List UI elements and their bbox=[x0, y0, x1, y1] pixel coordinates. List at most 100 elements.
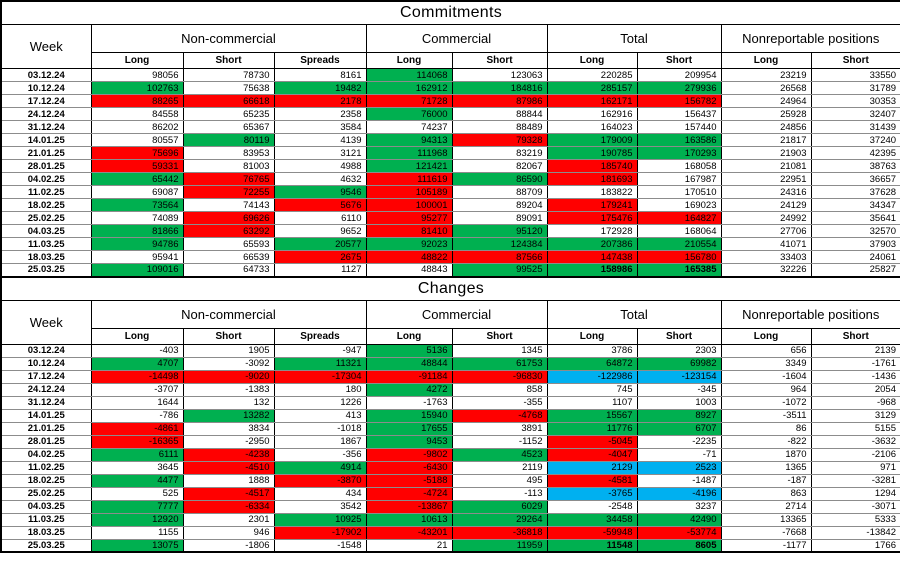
value-cell-c-long: 111968 bbox=[365, 146, 453, 160]
value-cell-nr-short: -3281 bbox=[810, 473, 900, 488]
value-cell-c-long: -4724 bbox=[365, 486, 453, 501]
value-cell-c-long: 9453 bbox=[365, 434, 453, 449]
week-cell: 21.01.25 bbox=[0, 146, 92, 160]
value-cell-nc-long: 98056 bbox=[90, 68, 184, 82]
value-cell-nr-short: -968 bbox=[810, 395, 900, 410]
value-cell-c-short: 82067 bbox=[451, 159, 548, 173]
value-cell-nr-long: -1072 bbox=[720, 395, 812, 410]
column-header-nc-long: Long bbox=[90, 52, 184, 69]
value-cell-t-long: -3765 bbox=[546, 486, 638, 501]
value-cell-c-short: 88489 bbox=[451, 120, 548, 134]
value-cell-nc-short: 65367 bbox=[182, 120, 275, 134]
column-header-c-short: Short bbox=[451, 52, 548, 69]
value-cell-nr-short: 35641 bbox=[810, 211, 900, 225]
value-cell-nc-short: 2301 bbox=[182, 512, 275, 527]
commitments-row-31.12.24: 31.12.24 86202 65367 3584 74237 88489 164023 15… bbox=[0, 120, 900, 134]
value-cell-nc-spreads: 4914 bbox=[273, 460, 367, 475]
value-cell-nc-short: -1806 bbox=[182, 538, 275, 553]
value-cell-nr-long: 25928 bbox=[720, 107, 812, 121]
changes-table: Changes Week Non-commercial Commercial Total… bbox=[0, 275, 900, 553]
week-cell: 24.12.24 bbox=[0, 107, 92, 121]
value-cell-c-long: 71728 bbox=[365, 94, 453, 108]
value-cell-c-short: 79328 bbox=[451, 133, 548, 147]
value-cell-nc-short: 132 bbox=[182, 395, 275, 410]
column-header-nr-long: Long bbox=[720, 327, 812, 345]
value-cell-t-long: -4047 bbox=[546, 447, 638, 462]
value-cell-t-short: 42490 bbox=[636, 512, 722, 527]
value-cell-t-short: 2523 bbox=[636, 460, 722, 475]
value-cell-nc-long: 109016 bbox=[90, 263, 184, 278]
changes-week-header: Week bbox=[0, 299, 92, 345]
value-cell-c-short: -113 bbox=[451, 486, 548, 501]
changes-row-25.02.25: 25.02.25 525 -4517 434 -4724 -113 -3765 -4196 86… bbox=[0, 486, 900, 501]
value-cell-nc-long: 88265 bbox=[90, 94, 184, 108]
changes-group-header-total: Total bbox=[546, 299, 722, 329]
changes-row-24.12.24: 24.12.24 -3707 -1383 180 4272 858 745 -345 964 20… bbox=[0, 382, 900, 397]
value-cell-t-long: 2129 bbox=[546, 460, 638, 475]
value-cell-nc-spreads: 2675 bbox=[273, 250, 367, 264]
value-cell-nc-long: 4477 bbox=[90, 473, 184, 488]
commitments-row-21.01.25: 21.01.25 75696 83953 3121 111968 83219 190785 1… bbox=[0, 146, 900, 160]
column-header-nc-spreads: Spreads bbox=[273, 52, 367, 69]
value-cell-t-short: -345 bbox=[636, 382, 722, 397]
value-cell-nr-long: -7668 bbox=[720, 525, 812, 540]
week-cell: 31.12.24 bbox=[0, 120, 92, 134]
value-cell-c-long: 15940 bbox=[365, 408, 453, 423]
value-cell-c-short: -36818 bbox=[451, 525, 548, 540]
value-cell-nc-spreads: 10925 bbox=[273, 512, 367, 527]
value-cell-c-short: 89204 bbox=[451, 198, 548, 212]
week-cell: 03.12.24 bbox=[0, 343, 92, 358]
value-cell-nc-long: 84558 bbox=[90, 107, 184, 121]
value-cell-t-short: 156780 bbox=[636, 250, 722, 264]
commitments-group-header-commercial: Commercial bbox=[365, 24, 548, 53]
week-cell: 11.02.25 bbox=[0, 460, 92, 475]
value-cell-nr-long: 1365 bbox=[720, 460, 812, 475]
value-cell-t-short: -53774 bbox=[636, 525, 722, 540]
value-cell-nr-long: 41071 bbox=[720, 237, 812, 251]
week-cell: 25.02.25 bbox=[0, 486, 92, 501]
value-cell-c-short: -96830 bbox=[451, 369, 548, 384]
value-cell-nc-short: 81003 bbox=[182, 159, 275, 173]
changes-row-18.03.25: 18.03.25 1155 946 -17902 -43201 -36818 -59948-… bbox=[0, 525, 900, 540]
week-cell: 14.01.25 bbox=[0, 133, 92, 147]
value-cell-c-short: 61753 bbox=[451, 356, 548, 371]
value-cell-t-long: 207386 bbox=[546, 237, 638, 251]
value-cell-nc-long: 1155 bbox=[90, 525, 184, 540]
value-cell-nc-short: 63292 bbox=[182, 224, 275, 238]
value-cell-t-short: 8927 bbox=[636, 408, 722, 423]
value-cell-c-short: 495 bbox=[451, 473, 548, 488]
value-cell-nr-short: -1761 bbox=[810, 356, 900, 371]
week-cell: 18.02.25 bbox=[0, 473, 92, 488]
value-cell-t-long: 220285 bbox=[546, 68, 638, 82]
week-cell: 04.03.25 bbox=[0, 224, 92, 238]
value-cell-c-short: 89091 bbox=[451, 211, 548, 225]
value-cell-c-short: -355 bbox=[451, 395, 548, 410]
value-cell-nr-long: 21817 bbox=[720, 133, 812, 147]
value-cell-nr-short: 34347 bbox=[810, 198, 900, 212]
value-cell-c-short: 87986 bbox=[451, 94, 548, 108]
value-cell-nr-short: 37903 bbox=[810, 237, 900, 251]
value-cell-nc-spreads: 8161 bbox=[273, 68, 367, 82]
commitments-section-title: Commitments bbox=[0, 0, 900, 25]
week-cell: 17.12.24 bbox=[0, 369, 92, 384]
value-cell-nc-short: 75638 bbox=[182, 81, 275, 95]
value-cell-t-long: 15567 bbox=[546, 408, 638, 423]
week-cell: 18.03.25 bbox=[0, 525, 92, 540]
value-cell-nc-short: 66539 bbox=[182, 250, 275, 264]
value-cell-nc-short: 65235 bbox=[182, 107, 275, 121]
value-cell-nc-long: -4861 bbox=[90, 421, 184, 436]
value-cell-nr-long: 1870 bbox=[720, 447, 812, 462]
value-cell-c-long: 21 bbox=[365, 538, 453, 553]
value-cell-nc-short: -6334 bbox=[182, 499, 275, 514]
value-cell-nc-long: 525 bbox=[90, 486, 184, 501]
column-header-t-long: Long bbox=[546, 52, 638, 69]
value-cell-nc-short: 80119 bbox=[182, 133, 275, 147]
value-cell-c-short: -4768 bbox=[451, 408, 548, 423]
value-cell-nc-long: 102763 bbox=[90, 81, 184, 95]
value-cell-t-short: 168064 bbox=[636, 224, 722, 238]
value-cell-t-short: 168058 bbox=[636, 159, 722, 173]
column-header-nr-short: Short bbox=[810, 52, 900, 69]
value-cell-t-long: 190785 bbox=[546, 146, 638, 160]
week-cell: 10.12.24 bbox=[0, 356, 92, 371]
value-cell-nc-spreads: 4632 bbox=[273, 172, 367, 186]
